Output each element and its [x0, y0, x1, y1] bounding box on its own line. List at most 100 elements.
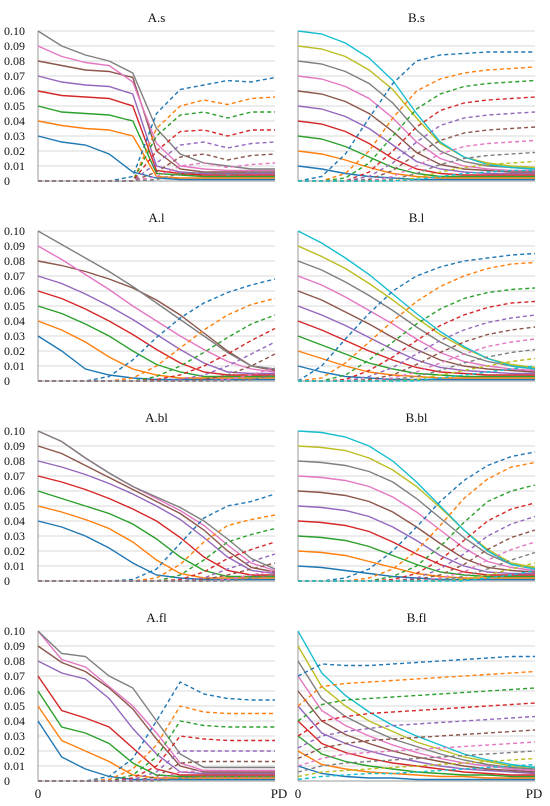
- series-line-solid: [37, 245, 276, 373]
- series-line-dashed: [38, 141, 276, 182]
- y-tick-label: 0: [4, 774, 10, 788]
- series-line-dashed: [298, 529, 536, 582]
- series-line-dashed: [38, 76, 276, 182]
- series-line-solid: [297, 705, 536, 775]
- y-tick-label: 0.07: [4, 69, 25, 83]
- series-line-solid: [297, 275, 536, 372]
- y-tick-label: 0.04: [4, 514, 25, 528]
- series-line-solid: [37, 120, 275, 179]
- series-line-solid: [37, 90, 275, 176]
- series-line-dashed: [298, 169, 535, 182]
- series-line-dashed: [297, 252, 536, 382]
- series-line-dashed: [38, 775, 275, 782]
- series-line-dashed: [298, 287, 536, 382]
- series-line-solid: [297, 645, 536, 769]
- series-line-solid: [37, 30, 275, 170]
- y-tick-label: 0.01: [4, 759, 25, 773]
- series-line-dashed: [298, 515, 536, 582]
- series-line-dashed: [38, 569, 276, 582]
- series-line-dashed: [298, 451, 536, 582]
- series-line-dashed: [38, 562, 276, 582]
- series-line-dashed: [297, 763, 536, 781]
- series-line-dashed: [298, 502, 536, 582]
- series-line-solid: [297, 60, 536, 170]
- series-line-solid: [37, 490, 275, 578]
- series-line-solid: [37, 60, 275, 173]
- series-line-solid: [37, 460, 276, 575]
- series-line-dashed: [38, 314, 276, 382]
- y-tick-label: 0.02: [4, 344, 25, 358]
- series-line-dashed: [298, 569, 536, 582]
- y-tick-label: 0.03: [4, 329, 25, 343]
- y-tick-label: 0: [4, 574, 10, 588]
- series-line-dashed: [38, 353, 276, 382]
- series-line-solid: [297, 565, 535, 581]
- series-line-dashed: [297, 51, 535, 182]
- panel-grid: A.s00.010.020.030.040.050.060.070.080.09…: [4, 10, 536, 788]
- y-tick-label: 0: [4, 374, 10, 388]
- y-tick-label: 0.09: [4, 439, 25, 453]
- y-tick-label: 0.03: [4, 729, 25, 743]
- y-tick-label: 0.10: [4, 624, 25, 638]
- series-line-solid: [37, 335, 275, 381]
- series-line-dashed: [38, 750, 275, 782]
- series-line-dashed: [298, 551, 536, 582]
- series-line-solid: [297, 475, 536, 572]
- y-tick-label: 0.06: [4, 484, 25, 498]
- y-tick-label: 0.04: [4, 314, 25, 328]
- series-line-solid: [297, 150, 535, 179]
- series-line-solid: [297, 120, 535, 176]
- series-line-dashed: [38, 129, 275, 182]
- y-tick-label: 0.08: [4, 54, 25, 68]
- panel-title: A.l: [148, 210, 165, 225]
- series-line-dashed: [298, 79, 536, 182]
- series-line-solid: [297, 320, 535, 376]
- panel-title: B.bl: [405, 410, 427, 425]
- series-line-solid: [37, 135, 275, 181]
- series-line-solid: [37, 645, 275, 773]
- series-line-dashed: [298, 151, 536, 182]
- series-line-dashed: [297, 687, 536, 722]
- y-tick-label: 0.04: [4, 114, 25, 128]
- series-line-solid: [297, 750, 535, 779]
- y-tick-label: 0.09: [4, 239, 25, 253]
- series-line-dashed: [297, 715, 536, 749]
- series-line-dashed: [298, 160, 536, 182]
- y-tick-label: 0.10: [4, 424, 25, 438]
- series-line-dashed: [298, 66, 536, 182]
- y-tick-label: 0.08: [4, 254, 25, 268]
- series-line-dashed: [298, 562, 536, 582]
- y-tick-label: 0.07: [4, 269, 25, 283]
- y-tick-label: 0.08: [4, 454, 25, 468]
- series-line-solid: [37, 45, 275, 172]
- series-line-solid: [37, 290, 275, 376]
- series-line-dashed: [38, 153, 276, 182]
- series-line-solid: [297, 365, 535, 381]
- series-line-solid: [297, 290, 536, 373]
- y-tick-label: 0.08: [4, 654, 25, 668]
- y-tick-label: 0.03: [4, 529, 25, 543]
- series-line-dashed: [298, 365, 536, 382]
- series-line-solid: [37, 630, 275, 772]
- x-axis-end-label-left: PD: [271, 786, 288, 801]
- series-line-solid: [297, 445, 536, 569]
- series-line-solid: [37, 675, 275, 776]
- series-line-solid: [297, 335, 535, 378]
- series-line-solid: [297, 305, 535, 375]
- y-tick-label: 0.02: [4, 744, 25, 758]
- panel-b-l: B.l: [297, 210, 536, 382]
- series-line-solid: [37, 705, 275, 779]
- series-line-dashed: [297, 750, 536, 773]
- series-line-solid: [297, 30, 536, 170]
- series-line-solid: [297, 430, 536, 570]
- series-line-dashed: [298, 300, 536, 382]
- series-line-solid: [297, 765, 535, 781]
- y-tick-label: 0.02: [4, 144, 25, 158]
- series-line-solid: [37, 505, 275, 579]
- series-line-dashed: [298, 314, 536, 382]
- series-line-dashed: [297, 702, 536, 737]
- y-tick-label: 0.01: [4, 159, 25, 173]
- panel-a-fl: A.fl 00.010.020.030.040.050.060.070.080.0…: [4, 610, 275, 788]
- series-line-dashed: [297, 757, 536, 778]
- panel-title: A.fl: [146, 610, 167, 625]
